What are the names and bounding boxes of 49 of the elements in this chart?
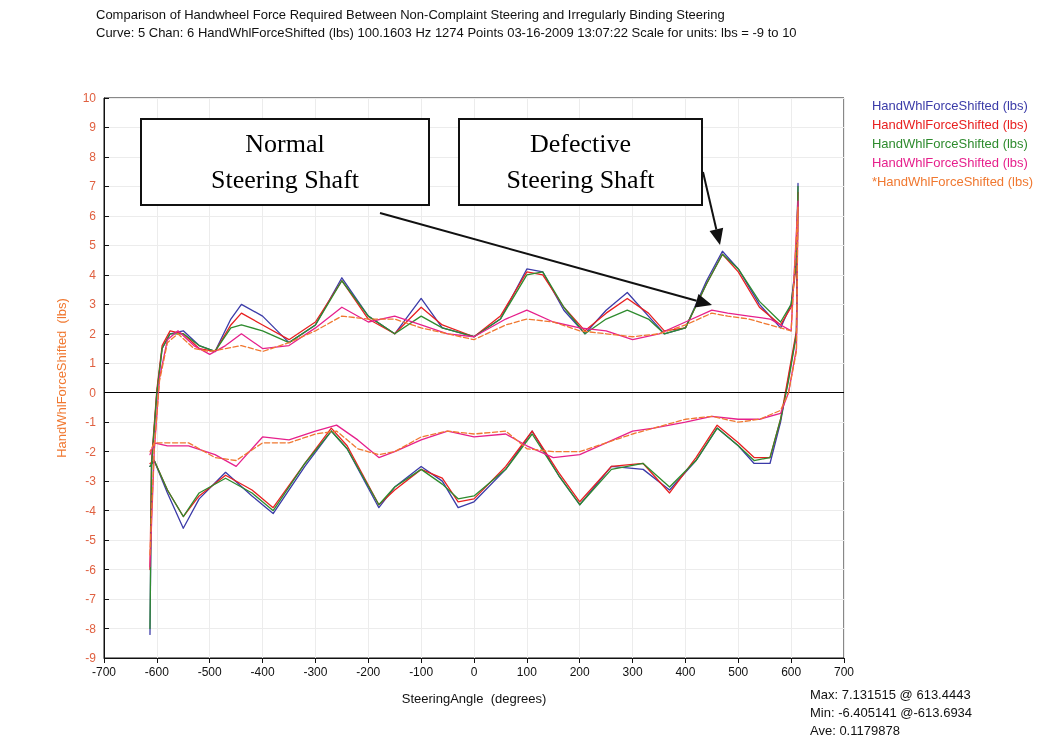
x-axis-title: SteeringAngle (degrees) xyxy=(401,691,547,706)
y-tick-label: -3 xyxy=(85,474,97,489)
text: HandWhlForceShifted (lbs) xyxy=(871,97,1029,115)
y-tick-label: 4 xyxy=(89,267,97,282)
text-box: Defective Steering Shaft xyxy=(458,118,703,206)
text: Min: -6.405141 @-613.6934 xyxy=(810,704,973,722)
y-tick-label: 8 xyxy=(89,149,97,164)
text: Max: 7.131515 @ 613.4443 xyxy=(810,686,972,704)
x-tick-label: -700 xyxy=(91,665,117,679)
y-tick-label: -6 xyxy=(85,562,97,577)
y-tick-label: 1 xyxy=(89,356,97,371)
text: *HandWhlForceShifted (lbs) xyxy=(871,173,1033,191)
y-tick-label: 7 xyxy=(89,179,97,194)
y-tick-label: 5 xyxy=(89,238,97,253)
x-tick-label: 200 xyxy=(569,665,591,679)
y-tick-label: 0 xyxy=(89,385,97,400)
x-tick-label: -100 xyxy=(409,665,434,679)
y-tick-label: -8 xyxy=(85,621,97,636)
y-tick-label: -1 xyxy=(85,415,97,430)
y-tick-label: -2 xyxy=(85,444,97,459)
x-tick-label: 0 xyxy=(470,665,478,679)
text: HandWhlForceShifted (lbs) xyxy=(871,116,1029,134)
text-box: Normal Steering Shaft xyxy=(140,118,430,206)
x-tick-label: -200 xyxy=(356,665,381,679)
x-tick-label: 500 xyxy=(728,665,749,679)
y-tick-label: 10 xyxy=(82,91,97,105)
y-tick-label: 3 xyxy=(89,297,97,312)
chart-title: Comparison of Handwheel Force Required Between Non-Complaint Steering and Irregularly Binding Steering xyxy=(96,6,726,24)
x-tick-label: 600 xyxy=(781,665,802,679)
y-tick-label: -4 xyxy=(85,503,97,518)
x-tick-label: 300 xyxy=(622,665,643,679)
x-tick-label: 700 xyxy=(833,665,855,679)
y-tick-label: -9 xyxy=(85,651,97,665)
y-tick-label: 9 xyxy=(89,120,97,135)
y-axis-title: HandWhlForceShifted (lbs) xyxy=(54,298,69,458)
x-tick-label: -600 xyxy=(144,665,170,679)
x-tick-label: -300 xyxy=(303,665,328,679)
y-tick-label: -7 xyxy=(85,592,97,607)
x-tick-label: -500 xyxy=(197,665,223,679)
text: Ave: 0.1179878 xyxy=(810,722,901,740)
chart-subtitle: Curve: 5 Chan: 6 HandWhlForceShifted (lbs) 100.1603 Hz 1274 Points 03-16-2009 13:07:22 Scale for units: lbs = -9 to 10 xyxy=(96,24,798,42)
x-tick-label: 100 xyxy=(516,665,538,679)
text: HandWhlForceShifted (lbs) xyxy=(871,135,1029,153)
y-tick-label: 6 xyxy=(89,208,97,223)
y-tick-label: 2 xyxy=(89,326,97,341)
x-tick-label: 400 xyxy=(675,665,696,679)
text: HandWhlForceShifted (lbs) xyxy=(871,154,1029,172)
y-tick-label: -5 xyxy=(85,533,97,548)
x-tick-label: -400 xyxy=(250,665,275,679)
